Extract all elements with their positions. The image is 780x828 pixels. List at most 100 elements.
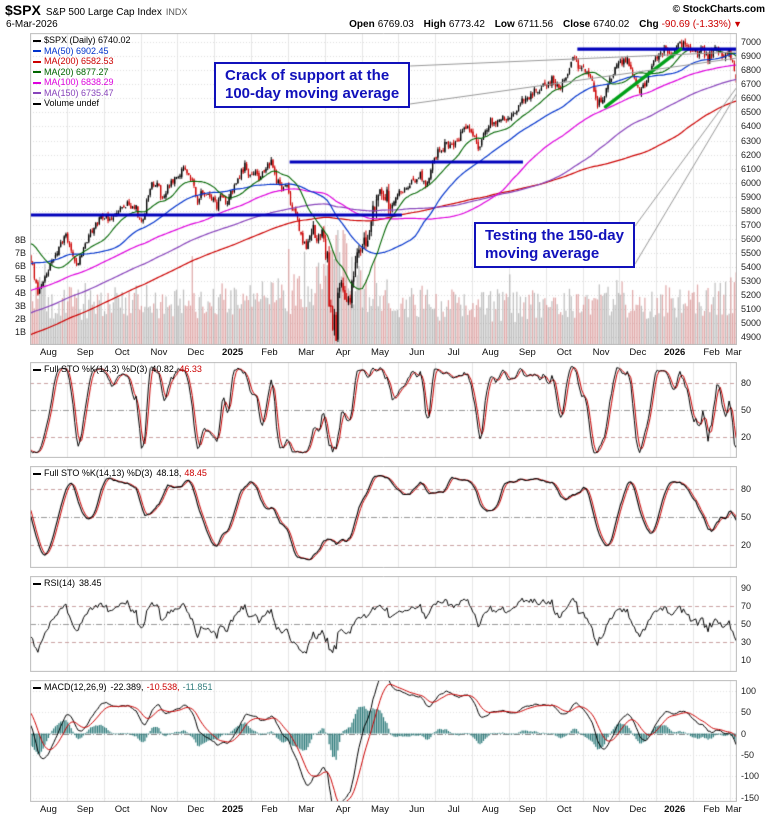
x-axis-label: Nov [150,347,168,358]
x-axis-label: 2026 [664,347,686,358]
legend-item-ma150: MA(150) 6735.47 [33,88,114,98]
legend-item-ma20: MA(20) 6877.27 [33,67,109,77]
macd-hist-value: -11.851 [182,682,213,692]
sto1-d-value: 46.33 [179,364,202,374]
rsi-label: RSI(14) [44,578,76,588]
sto1-legend: Full STO %K(14,3) %D(3) 40.82, 46.33 [33,364,202,374]
x-axis-label: Aug [482,804,499,815]
x-axis-label: Jun [409,804,425,815]
sto2-tick-label: 50 [741,512,752,522]
macd-tick-label: -50 [741,749,755,760]
x-axis-label: Nov [592,804,610,815]
sto-legend-swatch [33,368,41,371]
x-axis-label: Feb [703,347,720,358]
legend-swatch [33,60,41,63]
price-tick-label: 5800 [741,205,762,216]
legend-swatch [33,92,41,95]
x-axis-label: Apr [335,804,351,815]
legend-label: MA(100) 6838.29 [44,77,114,87]
legend-label: Volume undef [44,98,100,108]
macd-tick-label: -150 [741,792,760,803]
stockcharts-attribution: © StockCharts.com [672,4,765,15]
quote-line: Open 6769.03 High 6773.42 Low 6711.56 Close… [349,19,742,30]
x-axis-label: 2025 [222,347,244,358]
rsi-tick-label: 90 [741,583,752,594]
index-name: S&P 500 Large Cap Index [45,7,162,18]
legend-item-spx: $SPX (Daily) 6740.02 [33,35,131,45]
sto1-tick-label: 80 [741,378,752,389]
x-axis-label: May [371,347,389,358]
quote-label-high: High [423,19,446,30]
sto2-d-value: 48.45 [184,468,207,478]
price-tick-label: 5100 [741,304,762,315]
legend-label: MA(20) 6877.27 [44,66,109,77]
sto1-tick-label: 20 [741,431,752,442]
x-axis-label: May [371,804,389,815]
legend-swatch [33,39,41,42]
volume-tick-label: 2B [14,313,26,324]
quote-value-high: 6773.42 [448,19,485,30]
macd-tick-label: -100 [741,771,760,782]
legend-label: MA(150) 6735.47 [44,87,114,98]
price-tick-label: 4900 [741,332,762,343]
price-tick-label: 5000 [741,318,762,329]
x-axis-label: Feb [261,804,278,815]
sto2-label: Full STO %K(14,13) %D(3) [44,468,153,478]
price-tick-label: 6100 [741,163,762,174]
volume-tick-label: 6B [14,261,26,272]
x-axis-label: Mar [725,347,742,358]
rsi-legend: RSI(14) 38.45 [33,578,102,588]
rsi-tick-label: 70 [741,601,752,612]
price-tick-label: 6400 [741,121,762,132]
rsi-tick-label: 50 [741,619,752,629]
legend-item-ma100: MA(100) 6838.29 [33,77,114,87]
x-axis-label: Mar [725,804,742,815]
sto1-k-value: 40.82, [151,364,177,374]
price-tick-label: 6300 [741,135,762,146]
quote-value-low: 6711.56 [517,19,554,30]
annotation-text-line1: Crack of support at the [225,67,390,84]
annotation-text-line2: moving average [485,245,600,262]
legend-swatch [33,71,41,74]
x-axis-label: Apr [335,347,351,358]
rsi-tick-label: 10 [741,654,752,665]
macd-legend: MACD(12,26,9) -22.389, -10.538, -11.851 [33,682,212,692]
legend-label: MA(200) 6582.53 [44,56,114,66]
x-axis-label: Sep [76,347,94,358]
change-down-icon: ▼ [733,19,742,29]
full-sto-14-3-canvas [30,362,737,458]
macd-signal-value: -10.538, [146,682,180,692]
x-axis-label: Nov [150,804,168,815]
price-tick-label: 5500 [741,247,762,258]
price-tick-label: 5900 [741,191,762,202]
x-axis-label: 2025 [222,804,244,815]
legend-label: MA(50) 6902.45 [44,45,109,56]
annotation-testing-150day: Testing the 150-day moving average [474,222,635,268]
x-axis-label: Feb [703,804,720,815]
sto2-tick-label: 20 [741,540,752,551]
price-tick-label: 5300 [741,276,762,287]
price-tick-label: 5400 [741,262,762,272]
x-axis-label: Oct [114,347,130,358]
x-axis-label: Mar [298,804,315,815]
quote-label-open: Open [349,19,375,30]
price-tick-label: 6200 [741,149,762,160]
x-axis-label: Dec [187,804,205,815]
x-axis-label: Dec [187,347,205,358]
legend-item-ma50: MA(50) 6902.45 [33,46,109,56]
symbol: $SPX [5,2,41,18]
chart-header: $SPX S&P 500 Large Cap Index INDX [5,2,187,20]
sto1-tick-label: 50 [741,405,752,415]
annotation-text-line2: 100-day moving average [225,85,400,102]
annotation-crack-of-support: Crack of support at the 100-day moving a… [214,62,411,108]
x-axis-label: 2026 [664,804,686,815]
x-axis-label: Oct [114,804,130,815]
x-axis-label: Jun [409,347,425,358]
quote-value-open: 6769.03 [377,19,414,30]
macd-value: -22.389, [110,682,144,692]
price-tick-label: 7000 [741,37,762,48]
rsi-canvas [30,576,737,672]
rsi-legend-swatch [33,582,41,585]
x-axis-label: Oct [556,804,572,815]
